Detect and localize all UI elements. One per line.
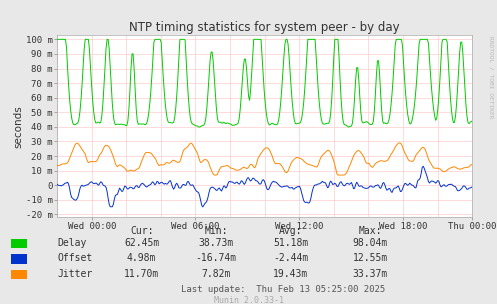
Text: -2.44m: -2.44m — [273, 254, 308, 263]
Text: 98.04m: 98.04m — [353, 238, 388, 248]
Text: 7.82m: 7.82m — [201, 269, 231, 278]
Text: -16.74m: -16.74m — [196, 254, 237, 263]
Title: NTP timing statistics for system peer - by day: NTP timing statistics for system peer - … — [129, 21, 400, 34]
Text: Offset: Offset — [57, 254, 92, 263]
Text: 38.73m: 38.73m — [199, 238, 234, 248]
Text: 19.43m: 19.43m — [273, 269, 308, 278]
Text: 51.18m: 51.18m — [273, 238, 308, 248]
Text: Jitter: Jitter — [57, 269, 92, 278]
Text: 11.70m: 11.70m — [124, 269, 159, 278]
Text: Min:: Min: — [204, 226, 228, 237]
Text: RRDTOOL / TOBI OETIKER: RRDTOOL / TOBI OETIKER — [489, 36, 494, 119]
Text: Avg:: Avg: — [279, 226, 303, 237]
Text: Delay: Delay — [57, 238, 86, 248]
Text: Cur:: Cur: — [130, 226, 154, 237]
Text: Last update:  Thu Feb 13 05:25:00 2025: Last update: Thu Feb 13 05:25:00 2025 — [181, 285, 385, 294]
Text: Max:: Max: — [358, 226, 382, 237]
Text: 33.37m: 33.37m — [353, 269, 388, 278]
Y-axis label: seconds: seconds — [13, 105, 23, 147]
Text: 4.98m: 4.98m — [127, 254, 157, 263]
Text: 62.45m: 62.45m — [124, 238, 159, 248]
Text: 12.55m: 12.55m — [353, 254, 388, 263]
Text: Munin 2.0.33-1: Munin 2.0.33-1 — [214, 296, 283, 304]
